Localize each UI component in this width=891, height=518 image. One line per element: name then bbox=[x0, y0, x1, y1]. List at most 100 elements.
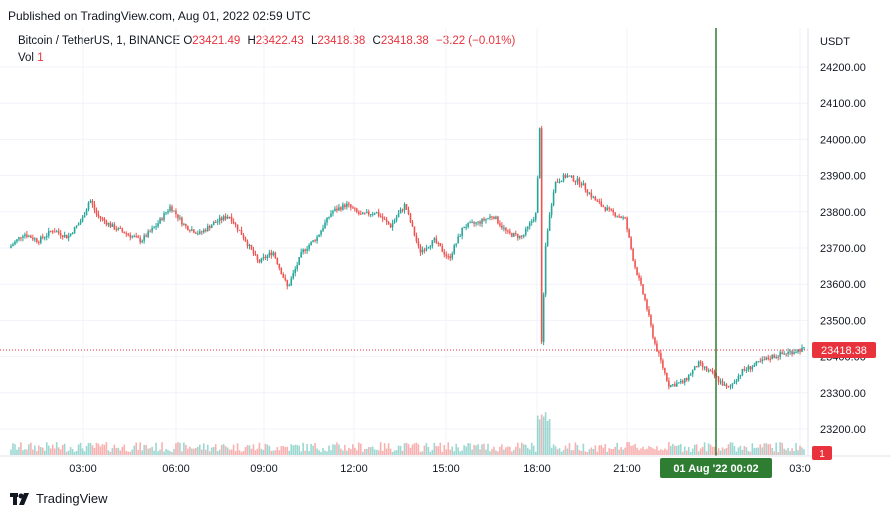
volume-bar bbox=[481, 444, 483, 455]
candle-body bbox=[28, 235, 30, 237]
volume-bar bbox=[41, 447, 44, 455]
candle-body bbox=[322, 228, 324, 231]
candle-body bbox=[358, 211, 360, 214]
tradingview-logo-text: TradingView bbox=[36, 491, 108, 506]
candle-body bbox=[775, 356, 777, 358]
volume-bar bbox=[163, 451, 165, 455]
candle-body bbox=[69, 233, 72, 236]
candle-body bbox=[423, 249, 426, 251]
volume-bar bbox=[240, 451, 243, 455]
volume-bar bbox=[71, 449, 74, 455]
candle-body bbox=[548, 215, 551, 231]
volume-bar bbox=[165, 448, 167, 455]
candle-body bbox=[167, 210, 169, 213]
volume-bar bbox=[799, 445, 801, 455]
volume-bar bbox=[312, 445, 314, 455]
candle-body bbox=[729, 385, 732, 387]
volume-bar bbox=[24, 449, 26, 455]
volume-bar bbox=[200, 449, 203, 455]
volume-bar bbox=[32, 449, 34, 455]
volume-bar bbox=[296, 444, 298, 455]
volume-bar bbox=[693, 444, 696, 455]
candle-body bbox=[600, 201, 603, 206]
candle-body bbox=[781, 352, 783, 354]
volume-bar bbox=[725, 448, 728, 455]
volume-bar bbox=[674, 445, 676, 455]
vol-label[interactable]: Vol bbox=[18, 52, 34, 64]
candle-body bbox=[652, 325, 654, 338]
candle-body bbox=[556, 181, 559, 183]
volume-bar bbox=[540, 414, 543, 455]
candle-body bbox=[451, 253, 454, 259]
volume-bar bbox=[517, 442, 519, 455]
volume-bar bbox=[781, 442, 783, 455]
tradingview-logo[interactable]: TradingView bbox=[10, 491, 108, 506]
candle-body bbox=[79, 221, 82, 224]
candle-body bbox=[628, 229, 630, 238]
volume-bar bbox=[407, 444, 410, 455]
volume-bar bbox=[425, 442, 428, 455]
candle-body bbox=[45, 235, 48, 238]
candle-body bbox=[477, 221, 479, 223]
volume-bar bbox=[169, 451, 171, 455]
candle-body bbox=[57, 231, 60, 233]
volume-bar bbox=[232, 444, 235, 455]
volume-bar bbox=[668, 442, 670, 455]
volume-bar bbox=[578, 450, 581, 455]
volume-bar bbox=[676, 445, 678, 455]
candle-body bbox=[361, 212, 364, 215]
volume-bar bbox=[383, 443, 386, 455]
volume-bar bbox=[304, 450, 306, 455]
candle-body bbox=[119, 227, 122, 229]
volume-bar bbox=[43, 450, 46, 455]
candle-body bbox=[38, 241, 40, 243]
volume-bar bbox=[656, 446, 658, 455]
volume-bar bbox=[83, 451, 86, 455]
candle-body bbox=[365, 211, 368, 214]
volume-bar bbox=[55, 442, 58, 455]
volume-bar bbox=[354, 447, 356, 455]
candle-body bbox=[24, 234, 26, 237]
volume-bar bbox=[471, 449, 473, 455]
volume-bar bbox=[477, 444, 479, 455]
volume-bar bbox=[574, 442, 577, 455]
candle-body bbox=[89, 200, 92, 203]
volume-bar bbox=[99, 446, 102, 455]
candle-body bbox=[139, 237, 141, 243]
volume-bar bbox=[757, 447, 760, 455]
symbol-title[interactable]: Bitcoin / TetherUS, 1, BINANCE bbox=[18, 35, 181, 47]
candle-body bbox=[721, 381, 724, 386]
candle-body bbox=[803, 347, 805, 349]
volume-bar bbox=[461, 450, 463, 455]
candle-body bbox=[264, 257, 267, 259]
volume-bar bbox=[415, 442, 418, 455]
volume-bar bbox=[113, 444, 116, 455]
candle-body bbox=[592, 196, 595, 198]
volume-bar bbox=[224, 446, 227, 455]
volume-bar bbox=[228, 449, 231, 455]
volume-bar bbox=[210, 447, 213, 455]
volume-bar bbox=[433, 442, 436, 455]
candle-body bbox=[526, 226, 529, 229]
candle-body bbox=[522, 234, 525, 237]
volume-bar bbox=[566, 448, 569, 455]
candle-body bbox=[445, 254, 448, 257]
candle-body bbox=[580, 184, 583, 186]
volume-bar bbox=[18, 447, 20, 455]
volume-bar bbox=[216, 451, 219, 455]
volume-bar bbox=[646, 448, 648, 455]
volume-bar bbox=[779, 442, 781, 455]
volume-bar bbox=[572, 450, 575, 455]
volume-bar bbox=[105, 442, 108, 455]
volume-bar bbox=[147, 448, 149, 455]
candle-body bbox=[206, 226, 209, 232]
volume-tag: 1 bbox=[812, 446, 832, 460]
candle-body bbox=[560, 181, 563, 183]
candle-body bbox=[685, 378, 688, 381]
high-value: 23422.43 bbox=[255, 35, 304, 47]
candle-body bbox=[53, 231, 56, 233]
candle-body bbox=[187, 226, 189, 231]
volume-bar bbox=[246, 445, 249, 455]
candle-body bbox=[117, 227, 120, 230]
